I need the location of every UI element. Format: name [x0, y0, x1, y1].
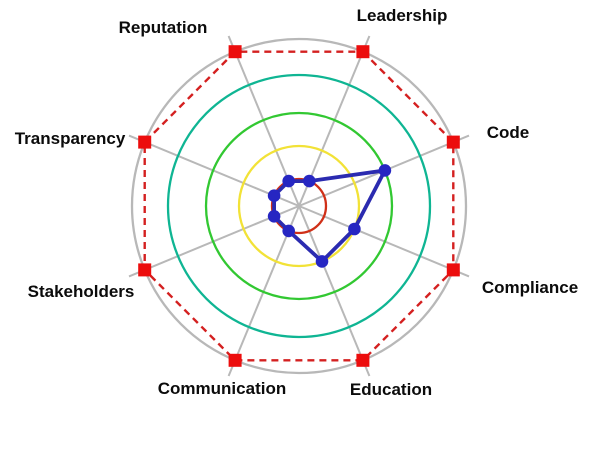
- axis-label-communication: Communication: [157, 379, 287, 398]
- axis-label-education: Education: [349, 380, 433, 399]
- chart-legend: 목표 달성: [0, 430, 600, 460]
- achieved-series: [267, 164, 392, 268]
- axis-label-stakeholders: Stakeholders: [27, 282, 135, 301]
- axis-label-reputation: Reputation: [118, 18, 208, 37]
- grid-rings: [130, 37, 468, 375]
- target-series: [138, 45, 460, 367]
- axis-lines: [128, 35, 470, 377]
- axis-label-leadership: Leadership: [356, 6, 448, 25]
- axis-label-transparency: Transparency: [14, 129, 126, 148]
- axis-label-code: Code: [486, 123, 530, 142]
- axis-label-compliance: Compliance: [481, 278, 579, 297]
